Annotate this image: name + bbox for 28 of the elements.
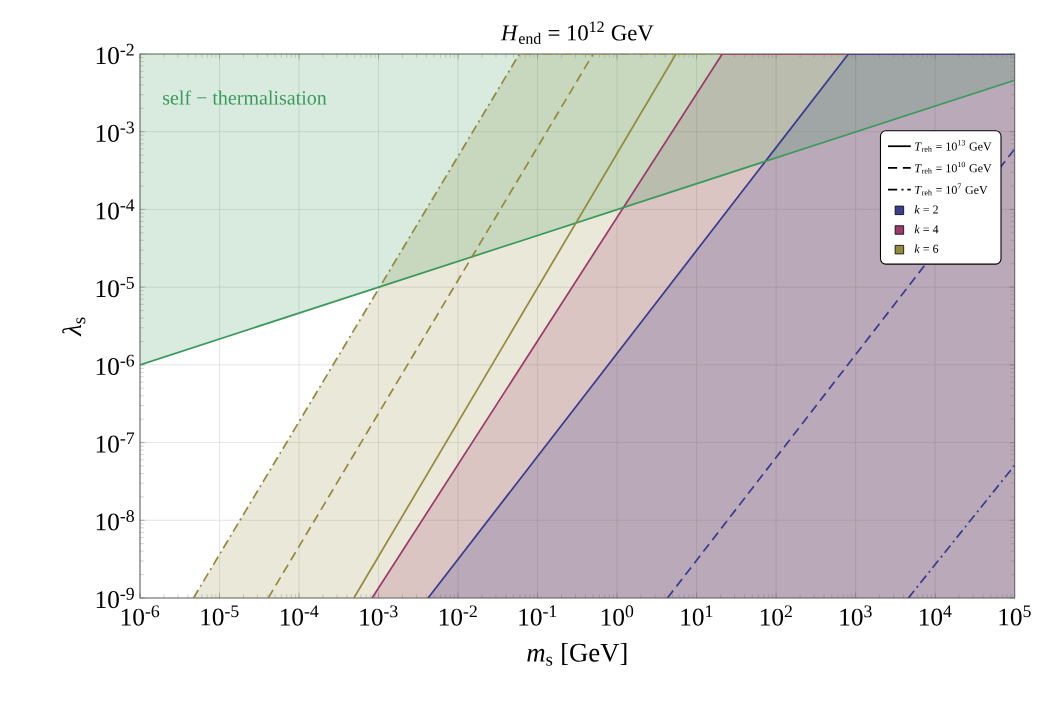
y-tick-label: 10$^{-7}$ (96, 432, 135, 453)
x-tick-label: 10$^{1}$ (681, 605, 713, 626)
x-tick-label: 10$^{2}$ (760, 605, 792, 626)
legend-label: T$_{reh}$ = 10$^{10}$ GeV (915, 161, 992, 174)
x-tick-label: 10$^{-2}$ (439, 605, 477, 626)
x-tick-label: 10$^{0}$ (601, 605, 634, 626)
x-tick-label: 10$^{4}$ (919, 605, 952, 626)
x-tick-label: 10$^{5}$ (999, 605, 1031, 626)
x-tick-label: 10$^{-4}$ (280, 605, 319, 626)
legend-label: T$_{reh}$ = 10$^{7}$ GeV (915, 183, 988, 196)
y-tick-label: 10$^{-3}$ (96, 121, 134, 142)
y-axis-title: λ$_{s}$ (62, 317, 86, 337)
x-axis-title: m$_{s}$ [GeV] (527, 642, 627, 666)
x-tick-label: 10$^{3}$ (840, 605, 872, 626)
y-tick-label: 10$^{-6}$ (96, 354, 135, 376)
legend-label: k = 4 (914, 224, 939, 234)
legend-label: k = 6 (914, 244, 939, 253)
y-tick-label: 10$^{-4}$ (96, 199, 135, 220)
legend-label: k = 2 (914, 205, 938, 214)
y-tick-label: 10$^{-8}$ (96, 510, 134, 531)
x-tick-label: 10$^{-5}$ (201, 605, 239, 626)
y-tick-label: 10$^{-5}$ (96, 277, 134, 298)
y-tick-label: 10$^{-2}$ (96, 43, 134, 65)
x-tick-label: 10$^{-3}$ (360, 605, 398, 626)
x-tick-label: 10$^{-1}$ (519, 605, 557, 626)
annotation: self − thermalisation (163, 90, 327, 105)
legend-label: T$_{reh}$ = 10$^{13}$ GeV (915, 140, 992, 152)
chart-title: H$_{end}$ = 10$^{12}$ GeV (500, 21, 654, 44)
